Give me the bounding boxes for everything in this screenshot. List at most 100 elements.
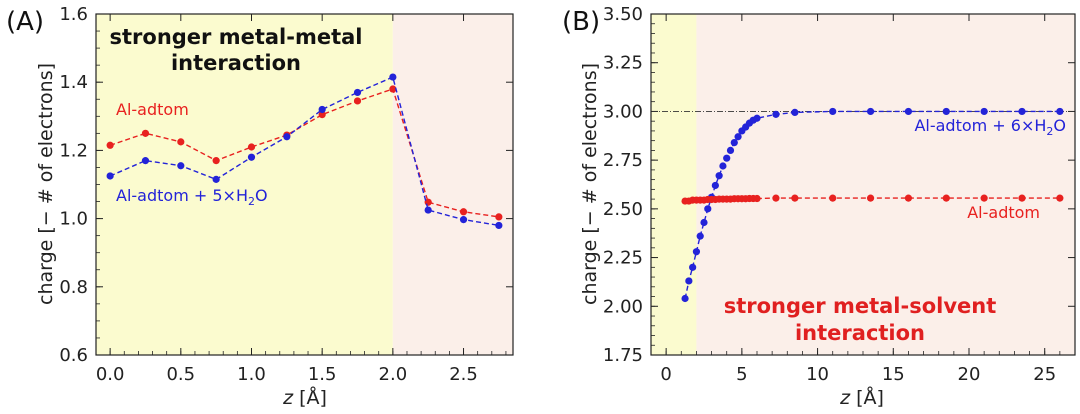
- panel-a-axes-frame: [95, 13, 514, 356]
- panel-a-x-tick-label: 0.0: [96, 364, 125, 385]
- panel-b-x-tick-label: 0: [660, 364, 671, 385]
- panel-b-y-tick-label: 3.25: [603, 53, 643, 74]
- panel-b-series-1-point: [904, 194, 913, 202]
- panel-b-label-subscript: 2: [1046, 125, 1053, 138]
- panel-b-y-tick-label: 2.75: [603, 150, 643, 171]
- panel-b-x-tick-label: 5: [736, 364, 747, 385]
- panel-a-x-axis-label: z [Å]: [282, 386, 327, 409]
- panel-b-x-axis-label: z [Å]: [839, 386, 884, 409]
- panel-a-series-1-point: [459, 216, 468, 224]
- panel-a-series-1-point: [106, 172, 114, 180]
- panel-b-y-tick-label: 3.50: [603, 4, 643, 25]
- panel-b-region-1: [696, 14, 1075, 355]
- panel-b-annotation-line-1: stronger metal-solvent: [724, 294, 997, 318]
- panel-b-series-0-point: [730, 139, 738, 147]
- panel-b-series-1-point: [866, 194, 875, 202]
- panel-b-series-0-point: [685, 277, 693, 285]
- panel-b-series-1-point: [753, 194, 761, 203]
- panel-a-series-1-point: [212, 175, 220, 183]
- panel-a-regions: [96, 14, 513, 355]
- panel-b-y-tick-label: 2.00: [603, 296, 643, 317]
- panel-a-ticks: 0.0 0.5 1.0 1.5 2.0 2.5 0.6 0.8 1.0 1.2 1.4 1.6: [59, 4, 513, 385]
- panel-a-label-part-1: Al-adtom + 5×H: [116, 186, 248, 205]
- panel-a-y-tick-label: 1.0: [59, 209, 88, 230]
- panel-b-series-1-point: [1018, 194, 1026, 202]
- panel-a-region-1: [392, 14, 513, 355]
- panel-a-annotation-line-2: interaction: [171, 51, 301, 75]
- panel-a-series-0-point: [318, 110, 326, 119]
- panel-b-series-0-point: [689, 263, 697, 271]
- panel-b-series-0-point: [692, 248, 701, 256]
- panel-b-series-0-point: [1018, 107, 1026, 116]
- panel-b-series-1-point: [942, 194, 950, 202]
- panel-a-series-0-point: [212, 157, 220, 165]
- panel-a-series-1-line: [109, 76, 500, 227]
- panel-b-series-0-point: [723, 154, 731, 162]
- panel-b-series-0-point: [704, 205, 712, 213]
- panel-b-series-0-point: [734, 133, 742, 141]
- panel-b-series-0-point: [753, 114, 761, 122]
- panel-b-chart: (B) 0 5 10 15 20 25 1.75 2.00 2.25 2.50 2.75 3.00 3.…: [562, 4, 1076, 409]
- panel-a-series-1-point: [177, 162, 185, 170]
- panel-b-y-tick-label: 2.50: [603, 199, 643, 220]
- panel-a-label-part-3: O: [255, 186, 268, 205]
- panel-b-regions: [651, 14, 1075, 355]
- panel-a-series-0-point: [177, 138, 185, 146]
- panel-a-label-al-adtom-text: Al-adtom: [116, 100, 189, 119]
- panel-a-series-1-point: [247, 153, 256, 161]
- panel-a-y-tick-label: 0.6: [59, 345, 88, 366]
- panel-b-x-tick-label: 20: [958, 364, 981, 385]
- panel-a-x-tick-label: 0.5: [166, 364, 195, 385]
- panel-b-series-0-point: [980, 107, 988, 116]
- panel-a-series-0-point: [141, 129, 150, 137]
- panel-b-series-label-al-adtom: Al-adtom: [967, 203, 1040, 222]
- panel-a-chart: (A) 0.0 0.5 1.0 1.5 2.0 2.5 0.6 0.8 1.0 1.2 1.4 1.6…: [6, 4, 514, 409]
- panel-a-series-1-point: [141, 157, 150, 165]
- panel-b-x-axis-var: z: [839, 387, 851, 409]
- panel-b-series-0-point: [696, 232, 704, 240]
- panel-b-x-tick-label: 25: [1033, 364, 1056, 385]
- panel-b-label-part-3: O: [1053, 116, 1066, 135]
- panel-a-series-1-point: [424, 206, 432, 214]
- panel-b-y-tick-label: 2.25: [603, 248, 643, 269]
- panel-a-series-label-al-adtom: Al-adtom: [116, 100, 189, 119]
- panel-a-series-0-point: [106, 141, 114, 149]
- panel-a-series-0-point: [459, 208, 468, 216]
- panel-b-label: (B): [562, 7, 600, 37]
- panel-a-y-tick-label: 1.4: [59, 72, 88, 93]
- panel-a-y-tick-label: 1.6: [59, 4, 88, 25]
- panel-a-x-tick-label: 1.5: [308, 364, 337, 385]
- panel-a-series: [106, 73, 503, 230]
- panel-a-label: (A): [6, 7, 44, 37]
- panel-b-label-part-1: Al-adtom + 6×H: [914, 116, 1046, 135]
- panel-a-x-tick-label: 2.5: [449, 364, 478, 385]
- panel-b-region-0: [651, 14, 697, 355]
- panel-b-series-0-point: [1056, 107, 1064, 116]
- panel-b-series-1-point: [829, 194, 837, 202]
- panel-a-series-1-point: [353, 88, 362, 97]
- panel-b-label-al-adtom-text: Al-adtom: [967, 203, 1040, 222]
- panel-b-series-0-point: [791, 108, 799, 117]
- panel-a-series-label-al-adtom-5h2o: Al-adtom + 5×H2O: [116, 186, 268, 208]
- panel-a-x-axis-var: z: [282, 387, 294, 409]
- panel-b-series-0-point: [719, 162, 727, 170]
- panel-b-ticks: 0 5 10 15 20 25 1.75 2.00 2.25 2.50 2.75 3.00 3.25 3.…: [603, 4, 1076, 385]
- panel-b-series-0-point: [772, 110, 780, 118]
- panel-a-series-0-point: [247, 143, 256, 151]
- panel-a-series-0-point: [389, 85, 397, 93]
- panel-b-series-0-point: [715, 172, 723, 180]
- panel-b-x-axis-unit: [Å]: [856, 386, 884, 409]
- panel-a-y-tick-label: 1.2: [59, 140, 88, 161]
- panel-b-x-tick-label: 10: [806, 364, 829, 385]
- panel-b-y-tick-label: 1.75: [603, 345, 643, 366]
- panel-b-series-0-point: [700, 218, 708, 227]
- panel-a-y-axis-label: charge [− # of electrons]: [35, 63, 57, 305]
- panel-a-y-tick-label: 0.8: [59, 277, 88, 298]
- panel-a-series-1-point: [495, 221, 503, 230]
- panel-b-series: [681, 107, 1064, 303]
- panel-a-region-0: [96, 14, 393, 355]
- panel-b-annotation-line-2: interaction: [795, 321, 925, 345]
- panel-b-series-0-point: [681, 294, 689, 303]
- panel-a-series-1-point: [318, 105, 326, 114]
